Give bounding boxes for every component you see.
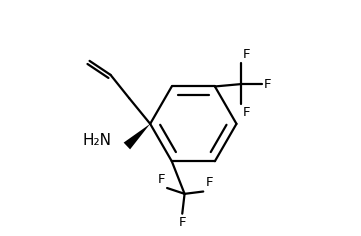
Text: F: F xyxy=(243,48,251,61)
Text: F: F xyxy=(178,216,186,229)
Text: F: F xyxy=(243,106,251,119)
Text: F: F xyxy=(157,173,165,186)
Polygon shape xyxy=(124,124,150,149)
Text: F: F xyxy=(264,78,271,91)
Text: F: F xyxy=(205,176,213,189)
Text: H₂N: H₂N xyxy=(83,133,112,148)
